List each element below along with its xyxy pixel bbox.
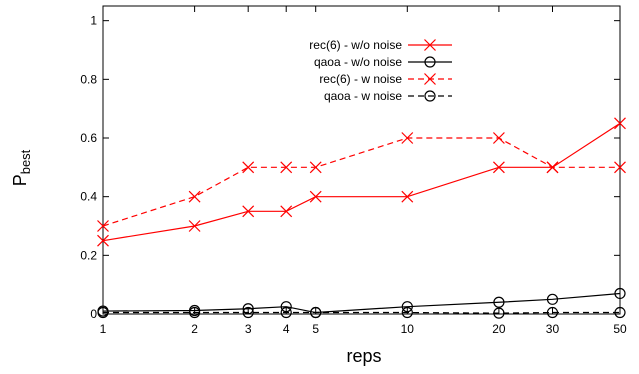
series-1	[97, 117, 626, 247]
data-point	[189, 306, 201, 319]
legend-entry: rec(6) - w noise	[319, 72, 452, 86]
y-tick-label: 0.2	[80, 248, 97, 262]
series-3	[97, 132, 626, 232]
data-point	[97, 306, 109, 319]
series-line	[103, 311, 620, 314]
data-point	[188, 220, 201, 232]
legend-entry: qaoa - w/o noise	[314, 55, 452, 69]
data-point	[280, 205, 293, 218]
data-point	[242, 303, 254, 315]
y-tick-label: 0.8	[80, 72, 97, 86]
legend-label: qaoa - w/o noise	[314, 55, 402, 69]
legend-label: rec(6) - w/o noise	[309, 38, 402, 52]
plot-frame	[102, 5, 621, 315]
legend-entry: qaoa - w noise	[324, 89, 452, 103]
data-point	[242, 205, 255, 218]
x-tick-label: 2	[191, 322, 198, 336]
legend-entry: rec(6) - w/o noise	[309, 38, 452, 52]
y-axis-label-main: P	[10, 174, 30, 186]
y-tick-label: 0.6	[80, 131, 97, 145]
legend: rec(6) - w/o noise qaoa - w/o noise rec(6)…	[309, 38, 452, 103]
legend-marker	[424, 73, 436, 85]
data-point	[188, 190, 201, 203]
x-tick-label: 1	[100, 322, 107, 336]
data-point	[614, 117, 626, 130]
legend-label: qaoa - w noise	[324, 89, 402, 103]
data-point	[492, 132, 505, 144]
legend-marker	[424, 39, 436, 51]
data-point	[309, 190, 322, 203]
y-tick-label: 0	[90, 307, 97, 321]
data-point	[97, 234, 109, 247]
y-tick-label: 1	[90, 14, 97, 28]
series-4	[97, 306, 626, 319]
x-axis-label: reps	[346, 346, 381, 366]
data-point	[492, 161, 505, 174]
data-point	[401, 132, 414, 144]
data-point	[493, 296, 505, 308]
data-point	[309, 161, 322, 174]
data-point	[401, 301, 413, 313]
data-point	[280, 161, 293, 174]
data-point	[401, 190, 414, 203]
legend-label: rec(6) - w noise	[319, 72, 402, 86]
x-tick-label: 4	[283, 322, 290, 336]
x-tick-label: 5	[312, 322, 319, 336]
data-point	[242, 306, 254, 319]
legend-marker	[424, 90, 436, 102]
plot-series	[97, 117, 626, 319]
series-line	[102, 137, 620, 227]
plot-axes: 0 0.2 0.4 0.6 0.8 1 1 2 3 4 5 10 20 30 50	[80, 5, 627, 336]
legend-marker	[424, 56, 436, 68]
y-axis-label-sub: best	[18, 149, 33, 174]
data-point	[614, 161, 626, 174]
data-point	[97, 220, 109, 232]
data-point	[546, 293, 559, 305]
data-point	[280, 306, 292, 319]
data-point	[493, 307, 505, 319]
data-point	[310, 306, 322, 319]
data-point	[401, 306, 413, 319]
x-tick-label: 10	[401, 322, 415, 336]
data-point	[614, 287, 626, 300]
x-tick-label: 20	[492, 322, 506, 336]
series-line	[102, 292, 621, 314]
y-tick-label: 0.4	[80, 190, 97, 204]
x-tick-label: 30	[546, 322, 560, 336]
data-point	[242, 161, 255, 174]
data-point	[546, 161, 559, 174]
x-tick-label: 3	[245, 322, 252, 336]
data-point	[546, 306, 559, 319]
data-point	[614, 306, 626, 319]
x-tick-label: 50	[613, 322, 627, 336]
y-axis-label: Pbest	[10, 149, 33, 186]
series-line	[102, 122, 621, 242]
data-point	[280, 301, 292, 313]
